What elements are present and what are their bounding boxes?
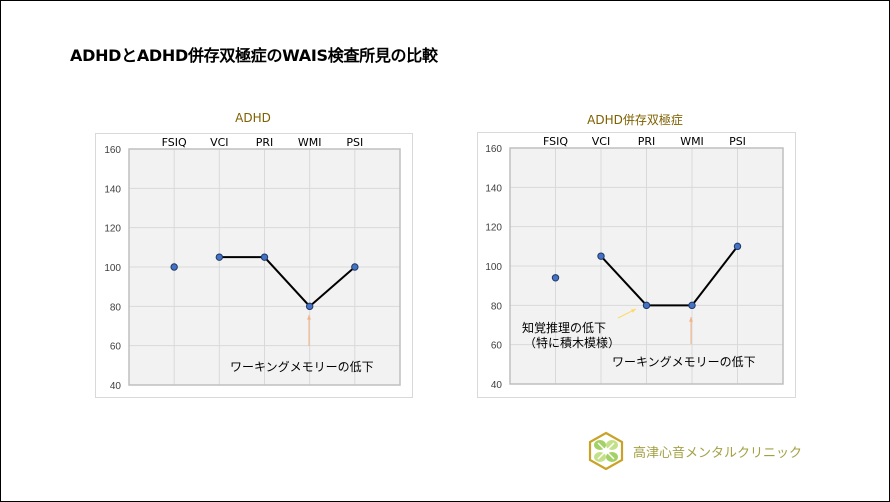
- y-tick-label: 140: [485, 183, 502, 194]
- y-tick-label: 100: [104, 263, 121, 274]
- arrow-pri-bipolar: [617, 308, 637, 319]
- y-tick-label: 80: [491, 301, 503, 312]
- chart-bipolar-svg: 40 60 80 100 120 140 160 FSIQ VCI PRI WMI PSI: [485, 135, 784, 391]
- y-tick-label: 120: [104, 224, 121, 235]
- x-tick-label: PRI: [256, 136, 274, 149]
- y-tick-label: 140: [104, 184, 121, 195]
- annotation-pri-bipolar-sub: （特に積木模様）: [524, 336, 621, 350]
- arrow-wmi-adhd: [307, 315, 311, 346]
- data-point-psi: [733, 242, 742, 251]
- chart-title-adhd: ADHD: [235, 111, 271, 125]
- x-tick-label: VCI: [210, 136, 228, 149]
- annotation-pri-bipolar: 知覚推理の低下: [522, 321, 607, 335]
- data-point-pri: [642, 301, 651, 310]
- plot-border: [128, 148, 401, 386]
- chart-adhd-svg: 40 60 80 100 120 140 160 FSIQ VCI PRI WMI PSI: [104, 136, 401, 392]
- page-title: ADHDとADHD併存双極症のWAIS検査所見の比較: [70, 46, 438, 65]
- y-tick-label: 60: [491, 341, 503, 352]
- plot-border: [509, 147, 784, 385]
- y-tick-label: 60: [110, 342, 122, 353]
- y-tick-label: 100: [485, 262, 502, 273]
- data-point-psi: [351, 263, 359, 271]
- y-tick-label: 40: [491, 380, 503, 391]
- data-point-wmi: [305, 302, 314, 311]
- y-tick-label: 120: [485, 223, 502, 234]
- y-tick-label: 40: [110, 381, 122, 392]
- y-tick-label: 80: [110, 302, 122, 313]
- chart-adhd: 40 60 80 100 120 140 160 FSIQ VCI PRI WMI PSI: [95, 133, 413, 398]
- chart-title-bipolar: ADHD併存双極症: [587, 113, 683, 127]
- clinic-logo-icon: [588, 431, 624, 471]
- x-tick-label: FSIQ: [543, 135, 568, 148]
- data-point-fsiq: [551, 274, 560, 282]
- x-tick-label: PSI: [729, 135, 746, 148]
- x-tick-label: FSIQ: [162, 136, 187, 149]
- data-point-fsiq: [170, 263, 178, 271]
- series-line: [219, 256, 356, 308]
- x-tick-label: PRI: [638, 135, 656, 148]
- annotation-wmi-bipolar: ワーキングメモリーの低下: [612, 355, 756, 369]
- arrow-wmi-bipolar: [689, 317, 693, 344]
- series-line: [600, 245, 739, 307]
- clinic-name: 高津心音メンタルクリニック: [633, 446, 803, 461]
- data-point-pri: [260, 253, 269, 261]
- x-tick-label: WMI: [298, 136, 322, 149]
- x-tick-label: WMI: [680, 135, 704, 148]
- y-tick-label: 160: [104, 145, 121, 156]
- data-point-wmi: [688, 301, 696, 310]
- chart-bipolar: 40 60 80 100 120 140 160 FSIQ VCI PRI WMI PSI: [477, 132, 796, 398]
- data-point-vci: [215, 253, 224, 261]
- data-point-vci: [597, 252, 605, 260]
- x-tick-label: PSI: [346, 136, 363, 149]
- y-tick-label: 160: [485, 144, 502, 155]
- x-tick-label: VCI: [592, 135, 610, 148]
- annotation-wmi-adhd: ワーキングメモリーの低下: [230, 360, 374, 374]
